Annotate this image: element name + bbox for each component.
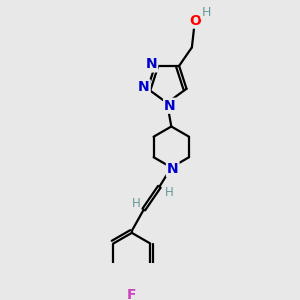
Text: H: H <box>201 6 211 19</box>
Text: N: N <box>167 162 178 176</box>
Text: O: O <box>189 14 201 28</box>
Text: H: H <box>131 197 140 210</box>
Text: N: N <box>146 57 157 71</box>
Text: N: N <box>164 99 176 113</box>
Text: N: N <box>138 80 150 94</box>
Text: H: H <box>165 186 174 199</box>
Text: F: F <box>127 288 136 300</box>
